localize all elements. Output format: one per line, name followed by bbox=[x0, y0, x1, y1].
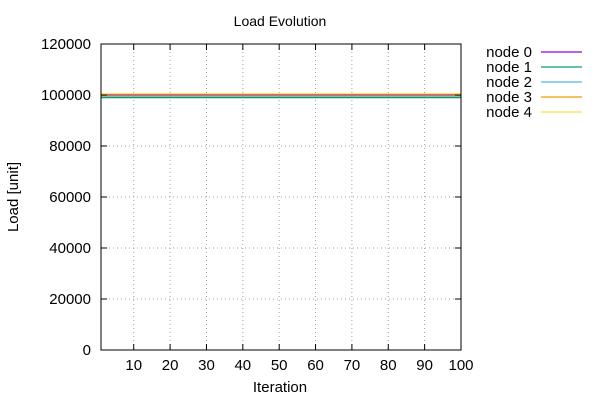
y-tick-label: 80000 bbox=[49, 138, 91, 155]
x-tick-label: 90 bbox=[416, 357, 433, 374]
x-tick-label: 30 bbox=[198, 357, 215, 374]
y-tick-label: 60000 bbox=[49, 189, 91, 206]
y-tick-label: 20000 bbox=[49, 291, 91, 308]
x-tick-label: 60 bbox=[307, 357, 324, 374]
y-tick-label: 0 bbox=[83, 342, 91, 359]
x-axis-label: Iteration bbox=[253, 379, 307, 396]
legend-label: node 0 bbox=[486, 44, 532, 61]
y-axis-ticks: 0 20000 40000 60000 80000 100000 120000 bbox=[41, 36, 461, 359]
y-tick-label: 100000 bbox=[41, 87, 91, 104]
y-tick-label: 40000 bbox=[49, 240, 91, 257]
legend-label: node 1 bbox=[486, 59, 532, 76]
x-tick-label: 10 bbox=[125, 357, 142, 374]
grid bbox=[101, 44, 461, 350]
x-tick-label: 70 bbox=[344, 357, 361, 374]
legend-label: node 2 bbox=[486, 74, 532, 91]
y-axis-label: Load [unit] bbox=[5, 162, 22, 232]
x-tick-label: 40 bbox=[234, 357, 251, 374]
x-tick-label: 100 bbox=[448, 357, 473, 374]
chart-title: Load Evolution bbox=[234, 13, 327, 29]
legend-label: node 3 bbox=[486, 89, 532, 106]
x-tick-label: 50 bbox=[271, 357, 288, 374]
x-axis-ticks: 10 20 30 40 50 60 70 80 90 100 bbox=[125, 44, 474, 374]
x-tick-label: 80 bbox=[380, 357, 397, 374]
legend-label: node 4 bbox=[486, 104, 532, 121]
x-tick-label: 20 bbox=[162, 357, 179, 374]
series-lines bbox=[101, 93, 461, 99]
y-tick-label: 120000 bbox=[41, 36, 91, 53]
